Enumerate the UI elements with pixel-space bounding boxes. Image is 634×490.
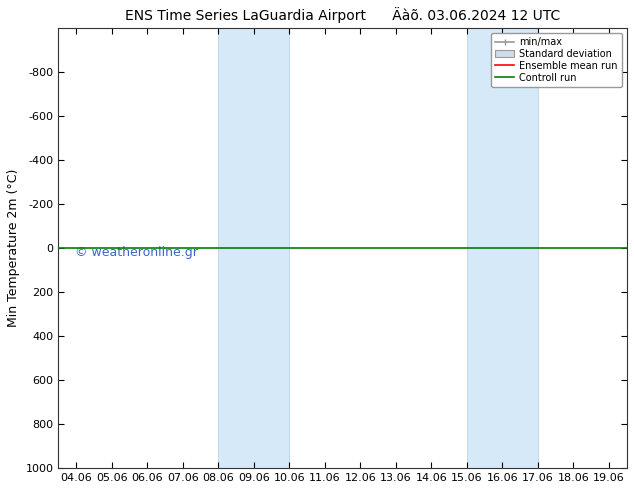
Bar xyxy=(467,28,538,468)
Title: ENS Time Series LaGuardia Airport      Äàõ. 03.06.2024 12 UTC: ENS Time Series LaGuardia Airport Äàõ. 0… xyxy=(125,7,560,23)
Y-axis label: Min Temperature 2m (°C): Min Temperature 2m (°C) xyxy=(7,169,20,327)
Legend: min/max, Standard deviation, Ensemble mean run, Controll run: min/max, Standard deviation, Ensemble me… xyxy=(491,33,622,87)
Bar xyxy=(218,28,289,468)
Text: © weatheronline.gr: © weatheronline.gr xyxy=(75,246,198,259)
